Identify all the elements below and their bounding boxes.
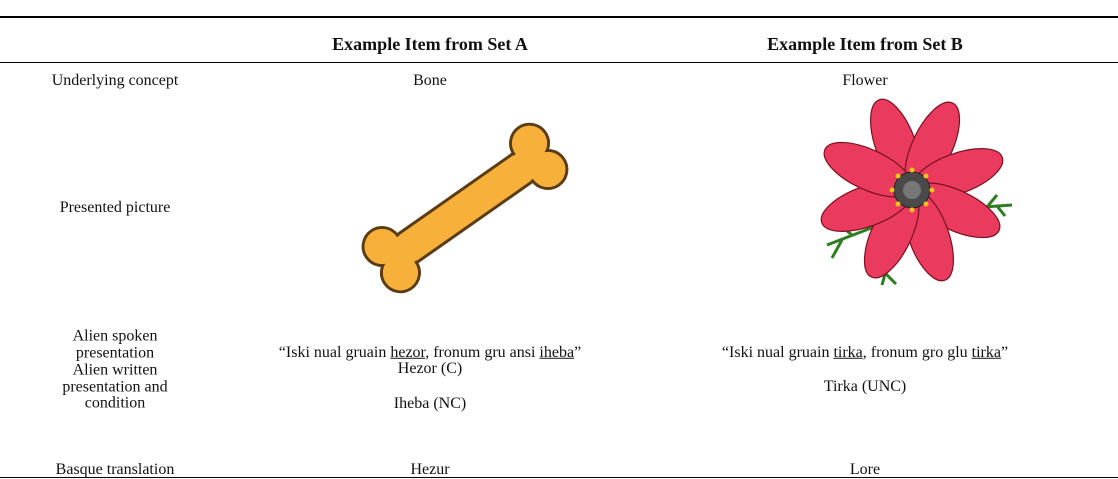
row-label: Presented picture <box>59 198 171 216</box>
underlined-word: tirka <box>971 343 1001 361</box>
bone-picture <box>361 122 569 294</box>
underlined-word: tirka <box>833 343 863 361</box>
column-header: Example Item from Set A <box>332 33 528 54</box>
bottom-rule <box>0 477 1118 478</box>
text-segment: “Iski nual gruain <box>278 343 391 361</box>
row-label: Alien written presentation and condition <box>62 361 168 412</box>
header-rule <box>0 62 1118 63</box>
row-label: Basque translation <box>55 460 175 478</box>
cell: Tirka (UNC) <box>823 377 907 395</box>
text-segment: , fronum gru ansi <box>425 343 540 361</box>
column-header: Example Item from Set B <box>767 33 963 54</box>
row-label: Alien spoken presentation <box>72 327 158 361</box>
flower-picture <box>820 98 1013 286</box>
text-segment: “Iski nual gruain <box>721 343 834 361</box>
row-label: Underlying concept <box>51 71 179 89</box>
underlined-word: hezor <box>390 343 426 361</box>
cell: Bone <box>413 71 447 89</box>
cell: Flower <box>842 71 888 89</box>
text-segment: ” <box>574 343 582 361</box>
cell: Iheba (NC) <box>393 394 467 412</box>
cell: Hezor (C) <box>397 359 463 377</box>
cell: Lore <box>849 460 881 478</box>
cell: “Iski nual gruain hezor, fronum gru ansi… <box>278 343 582 362</box>
cell: Hezur <box>410 460 450 478</box>
underlined-word: iheba <box>539 343 575 361</box>
top-rule <box>0 16 1118 18</box>
text-segment: , fronum gro glu <box>862 343 972 361</box>
cell: “Iski nual gruain tirka, fronum gro glu … <box>721 343 1009 362</box>
text-segment: ” <box>1000 343 1009 361</box>
